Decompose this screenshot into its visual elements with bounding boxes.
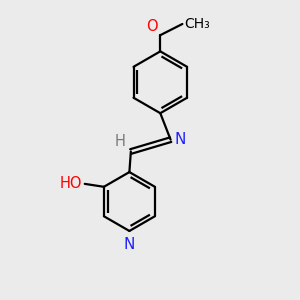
Text: HO: HO (60, 176, 82, 191)
Text: CH₃: CH₃ (184, 17, 210, 31)
Text: N: N (174, 132, 185, 147)
Text: N: N (124, 238, 135, 252)
Text: H: H (115, 134, 126, 149)
Text: O: O (146, 19, 158, 34)
